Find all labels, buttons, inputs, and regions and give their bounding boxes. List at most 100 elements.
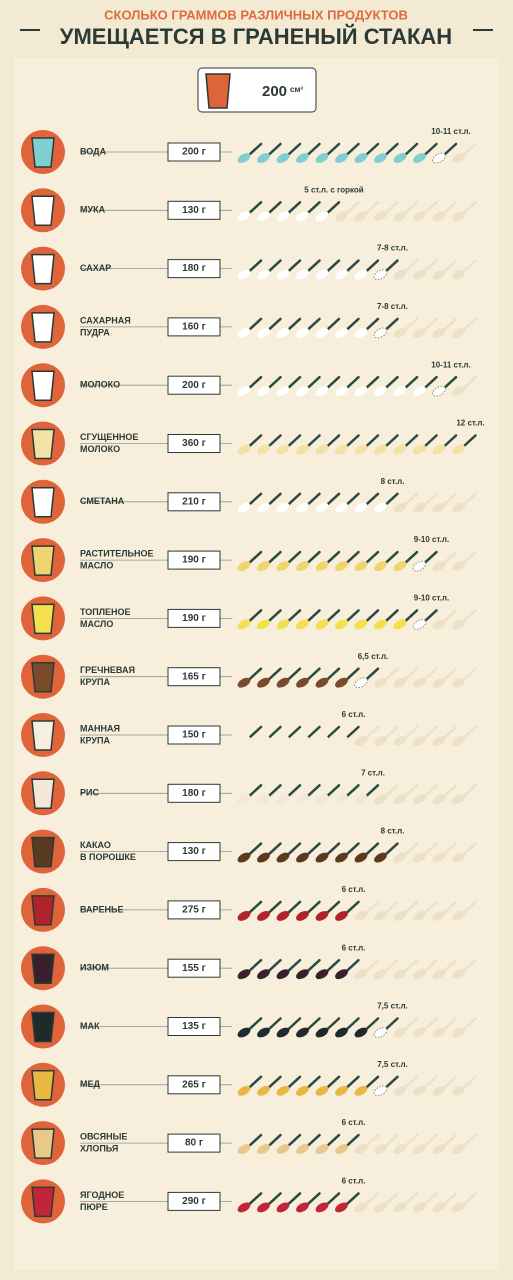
spoon-bowl	[413, 1085, 426, 1096]
spoon-handle	[325, 142, 341, 157]
spoon-bowl	[296, 619, 309, 630]
spoon-handle	[286, 201, 302, 215]
spoon-handle	[403, 375, 419, 390]
spoons	[237, 259, 399, 281]
spoon-bowl	[237, 269, 251, 280]
spoon-bowl	[413, 910, 426, 921]
spoon-bowl	[432, 269, 446, 280]
spoon-bowl	[393, 502, 407, 513]
spoon-bowl	[276, 794, 290, 805]
spoon-handle	[345, 1075, 360, 1090]
spoon-handle	[384, 609, 399, 623]
spoon-bowl	[432, 1027, 446, 1038]
spoon-bowl	[276, 444, 290, 455]
spoon-bowl	[257, 502, 270, 513]
row: МАК 135 г 7,5 ст.л.	[21, 1002, 477, 1049]
spoon-handle	[442, 958, 458, 973]
spoon-handle	[462, 667, 477, 681]
spoon-handle	[403, 259, 419, 273]
spoon-bowl	[296, 736, 309, 746]
spoon-handle	[267, 609, 282, 623]
spoon-handle	[384, 667, 399, 681]
grams-box	[167, 725, 221, 745]
spoons	[237, 434, 477, 455]
product-name: ВАРЕНЬЕ	[80, 904, 124, 914]
spoon-bowl	[257, 269, 270, 280]
spoon-bowl	[296, 269, 309, 280]
spoons-label: 6,5 ст.л.	[358, 652, 389, 661]
spoons-label: 12 ст.л.	[456, 419, 484, 428]
row: ОВСЯНЫЕ ХЛОПЬЯ 80 г 6 ст.л.	[21, 1118, 477, 1166]
spoon-handle	[247, 1133, 263, 1148]
spoon-handle	[247, 201, 263, 215]
spoons	[237, 317, 399, 339]
spoon-bowl	[413, 677, 426, 688]
spoons-label: 7,5 ст.л.	[377, 1060, 408, 1069]
spoon-bowl	[373, 269, 388, 281]
spoons-label: 7,5 ст.л.	[377, 1002, 408, 1011]
spoon-bowl	[257, 677, 270, 688]
spoon-bowl	[315, 327, 329, 338]
spoon-handle	[364, 317, 380, 332]
spoon-handle	[325, 550, 341, 565]
spoon-handle	[247, 492, 263, 507]
spoon-handle	[345, 434, 360, 448]
product-name: ТОПЛЕНОЕ	[80, 607, 131, 617]
spoon-bowl	[354, 561, 368, 572]
spoons-label: 5 ст.л. с горкой	[304, 185, 364, 194]
grams: 135 г	[182, 1021, 206, 1032]
spoon-handle	[345, 201, 360, 215]
spoon-handle	[267, 434, 282, 448]
spoon-handle	[403, 1075, 419, 1090]
spoon-bowl	[315, 1085, 329, 1096]
spoon-bowl	[374, 736, 387, 746]
spoon-bowl	[335, 677, 348, 688]
spoon-bowl	[296, 852, 309, 863]
spoon-bowl	[413, 794, 426, 805]
spoon-bowl	[354, 502, 368, 513]
spoon-handle	[345, 1017, 360, 1031]
spoon-bowl	[296, 1027, 309, 1038]
spoon-bowl	[315, 1027, 329, 1038]
product-name: ВОДА	[80, 146, 107, 156]
spoon-handle	[267, 1075, 282, 1090]
spoon-handle	[325, 784, 341, 798]
spoon-bowl	[374, 386, 387, 397]
spoon-bowl	[296, 502, 309, 513]
spoons	[237, 1133, 360, 1155]
spoon-bowl	[296, 794, 309, 805]
spoon-handle	[286, 142, 302, 157]
spoon-bowl	[315, 561, 329, 572]
spoon-handle	[286, 317, 302, 332]
spoon-handle	[442, 1017, 458, 1031]
spoon-bowl	[432, 444, 446, 455]
spoon-handle	[364, 550, 380, 565]
spoon-handle	[384, 842, 399, 856]
spoon-handle	[403, 550, 419, 565]
spoon-bowl	[237, 969, 251, 980]
spoon-bowl	[373, 327, 388, 339]
spoon-bowl	[374, 852, 387, 863]
product-name: В ПОРОШКЕ	[80, 852, 136, 862]
spoon-bowl	[354, 969, 368, 980]
spoon-handle	[345, 842, 360, 856]
spoon-bowl	[335, 1202, 348, 1213]
spoon-handle	[247, 259, 263, 273]
glass-icon	[31, 428, 55, 460]
glass-icon	[31, 603, 55, 635]
spoons	[237, 201, 341, 222]
spoon-handle	[345, 317, 360, 332]
spoon-bowl	[315, 969, 329, 980]
product-name: РАСТИТЕЛЬНОЕ	[80, 548, 154, 558]
row: МАННАЯ КРУПА 150 г 6 ст.л.	[21, 710, 477, 757]
spoons-label: 9-10 ст.л.	[414, 594, 449, 603]
spoons	[237, 784, 380, 805]
spoon-handle	[325, 1017, 341, 1031]
spoon-handle	[423, 1017, 438, 1031]
spoon-handle	[462, 1192, 477, 1206]
spoon-handle	[442, 434, 458, 448]
spoon-handle	[364, 609, 380, 623]
spoon-bowl	[237, 1144, 251, 1155]
spoon-bowl	[413, 211, 426, 222]
spoon-handle	[384, 434, 399, 448]
